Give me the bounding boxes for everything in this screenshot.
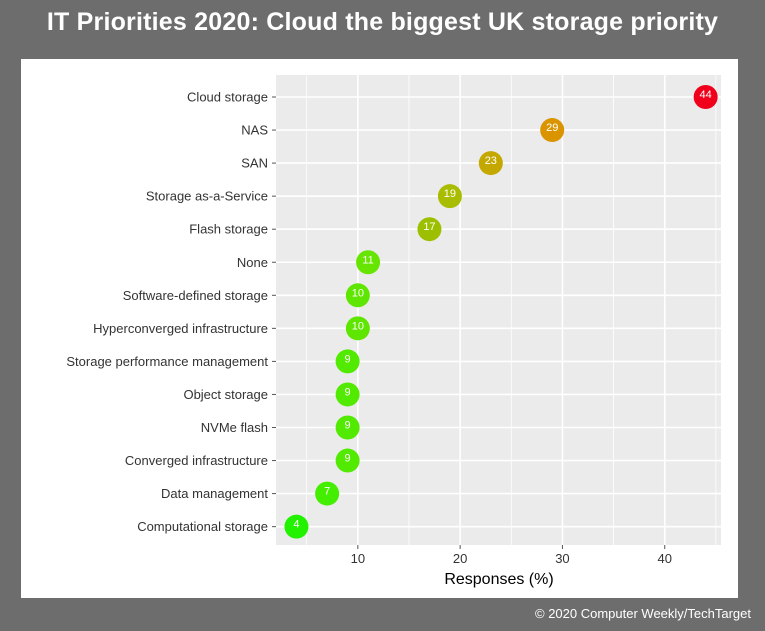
y-tick-label: NAS bbox=[241, 123, 268, 138]
y-tick-label: Cloud storage bbox=[187, 90, 268, 105]
data-label: 4 bbox=[293, 519, 299, 531]
data-label: 7 bbox=[324, 486, 330, 498]
chart-panel: Cloud storage NAS SAN Storage as-a-Service F… bbox=[21, 59, 738, 598]
data-points: 44 29 23 19 17 11 10 10 9 9 9 9 7 4 bbox=[284, 85, 718, 539]
data-label: 19 bbox=[444, 188, 456, 200]
y-tick-label: Storage as-a-Service bbox=[146, 189, 268, 204]
data-label: 44 bbox=[700, 89, 712, 101]
y-tick-label: None bbox=[237, 255, 268, 270]
data-label: 17 bbox=[423, 221, 435, 233]
y-tick-label: SAN bbox=[241, 156, 268, 171]
y-tick-label: Converged infrastructure bbox=[125, 453, 268, 468]
data-point bbox=[335, 349, 360, 374]
y-tick-label: Storage performance management bbox=[66, 354, 268, 369]
data-point bbox=[335, 448, 360, 473]
chart-title: IT Priorities 2020: Cloud the biggest UK… bbox=[46, 8, 719, 36]
y-tick-label: Computational storage bbox=[137, 519, 268, 534]
data-point bbox=[345, 283, 370, 308]
data-point bbox=[437, 184, 462, 209]
x-axis-title: Responses (%) bbox=[444, 571, 553, 588]
gridlines bbox=[276, 75, 721, 545]
data-point bbox=[356, 250, 381, 275]
x-axis-labels: 10 20 30 40 bbox=[351, 545, 672, 566]
data-point bbox=[345, 316, 370, 341]
y-tick-label: Software-defined storage bbox=[123, 288, 268, 303]
y-tick-label: Flash storage bbox=[189, 222, 268, 237]
data-point bbox=[540, 118, 565, 143]
y-axis-labels: Cloud storage NAS SAN Storage as-a-Service F… bbox=[66, 90, 276, 534]
data-label: 10 bbox=[352, 287, 364, 299]
x-tick-label: 30 bbox=[555, 551, 569, 566]
data-label: 9 bbox=[345, 420, 351, 432]
data-label: 29 bbox=[546, 122, 558, 134]
data-label: 9 bbox=[345, 386, 351, 398]
y-tick-label: Object storage bbox=[183, 387, 268, 402]
data-label: 23 bbox=[485, 155, 497, 167]
y-tick-label: NVMe flash bbox=[201, 420, 268, 435]
x-tick-label: 20 bbox=[453, 551, 467, 566]
y-tick-label: Hyperconverged infrastructure bbox=[93, 321, 268, 336]
data-point bbox=[335, 415, 360, 440]
data-point bbox=[284, 514, 309, 539]
data-label: 11 bbox=[362, 254, 373, 266]
data-label: 9 bbox=[345, 353, 351, 365]
data-point bbox=[693, 85, 718, 109]
data-point bbox=[478, 151, 503, 176]
data-point bbox=[335, 382, 360, 407]
data-point bbox=[315, 481, 340, 506]
plot-background bbox=[276, 75, 721, 545]
copyright-credit: © 2020 Computer Weekly/TechTarget bbox=[535, 606, 751, 621]
y-tick-label: Data management bbox=[161, 486, 268, 501]
data-point bbox=[417, 217, 442, 242]
x-tick-label: 10 bbox=[351, 551, 365, 566]
x-tick-label: 40 bbox=[658, 551, 672, 566]
dot-chart: Cloud storage NAS SAN Storage as-a-Service F… bbox=[66, 75, 721, 588]
data-label: 9 bbox=[345, 453, 351, 465]
data-label: 10 bbox=[352, 320, 364, 332]
